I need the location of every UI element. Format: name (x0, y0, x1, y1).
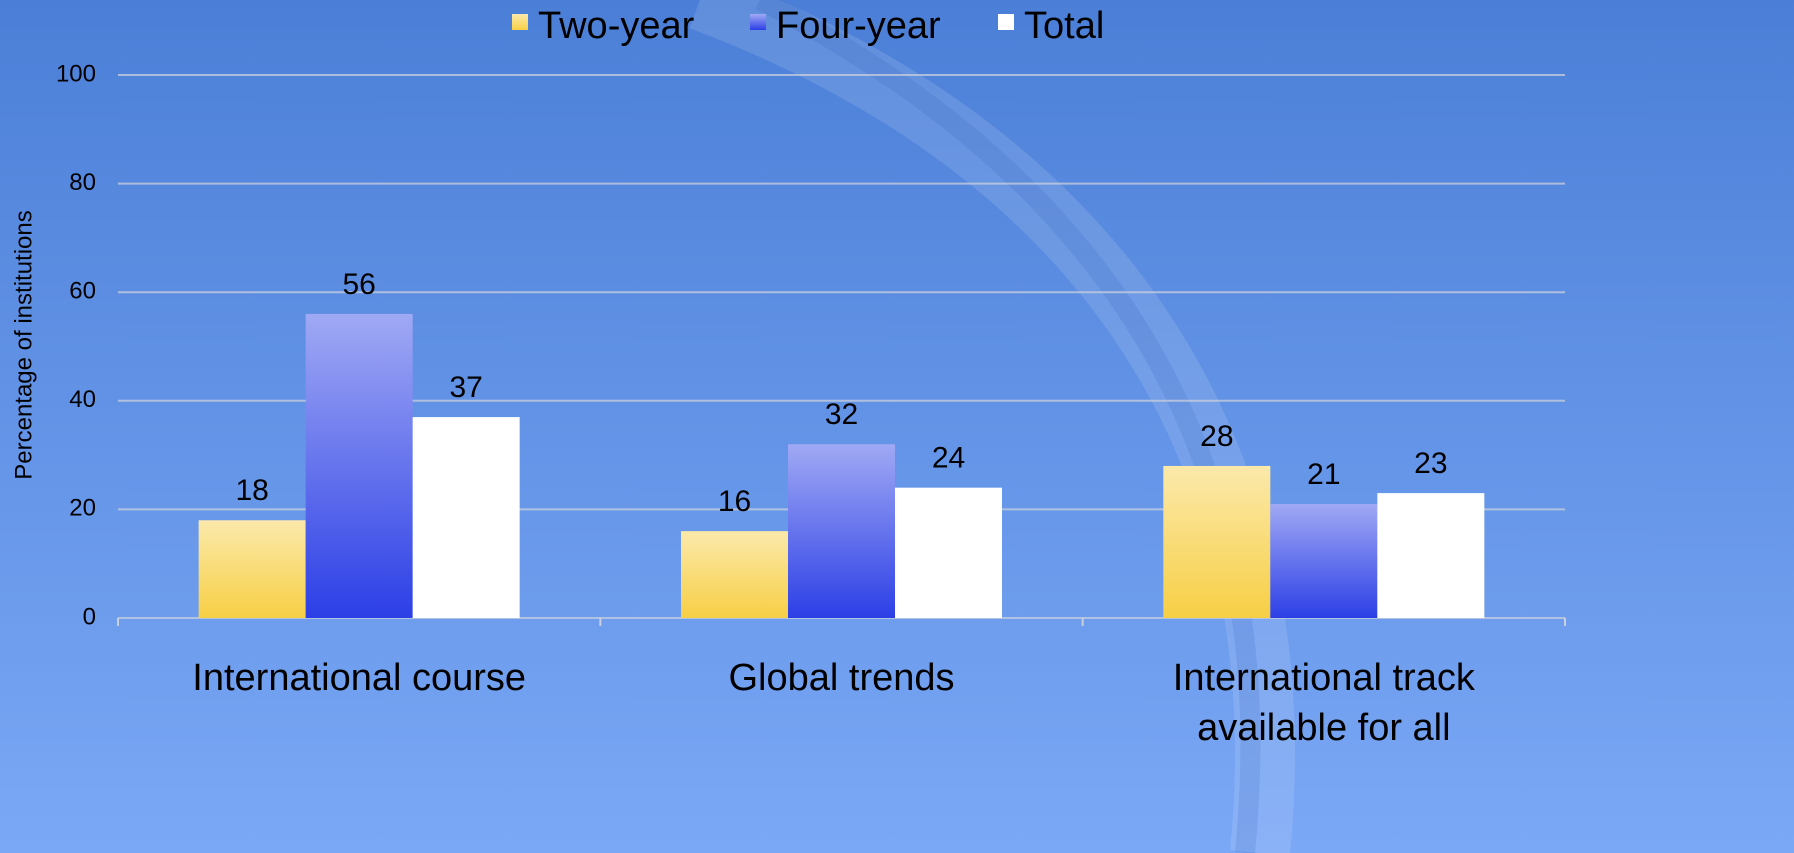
data-label: 56 (342, 268, 375, 301)
legend-swatch (512, 14, 528, 30)
bar (198, 520, 306, 618)
bar (1377, 493, 1485, 618)
y-tick-label: 60 (69, 278, 96, 305)
data-label: 21 (1307, 458, 1340, 491)
background-arc (689, 0, 1296, 853)
bar (1163, 465, 1271, 618)
x-tick-label: International course (192, 657, 526, 699)
bar (1270, 503, 1378, 618)
y-tick-label: 40 (69, 386, 96, 413)
legend-label: Four-year (776, 5, 941, 47)
bar (895, 487, 1002, 618)
x-tick-label: Global trends (728, 657, 954, 699)
bar (681, 531, 788, 618)
x-tick-label: International track available for all (1173, 657, 1476, 749)
data-label: 32 (825, 398, 858, 431)
legend-swatch (998, 14, 1014, 30)
bar (788, 444, 895, 618)
data-label: 28 (1200, 420, 1233, 453)
data-label: 18 (235, 474, 268, 507)
data-label: 16 (718, 485, 751, 518)
data-label: 23 (1414, 447, 1447, 480)
y-tick-label: 100 (56, 60, 96, 87)
data-label: 37 (449, 371, 482, 404)
y-tick-label: 20 (69, 495, 96, 522)
data-label: 24 (932, 442, 965, 475)
bar (305, 313, 413, 618)
legend-swatch (750, 14, 766, 30)
legend-label: Total (1024, 5, 1104, 47)
legend-label: Two-year (538, 5, 695, 47)
background-arc (755, 0, 1261, 853)
y-tick-label: 80 (69, 169, 96, 196)
bar (412, 417, 520, 618)
y-axis-label: Percentage of institutions (10, 210, 37, 480)
y-tick-label: 0 (83, 603, 96, 630)
